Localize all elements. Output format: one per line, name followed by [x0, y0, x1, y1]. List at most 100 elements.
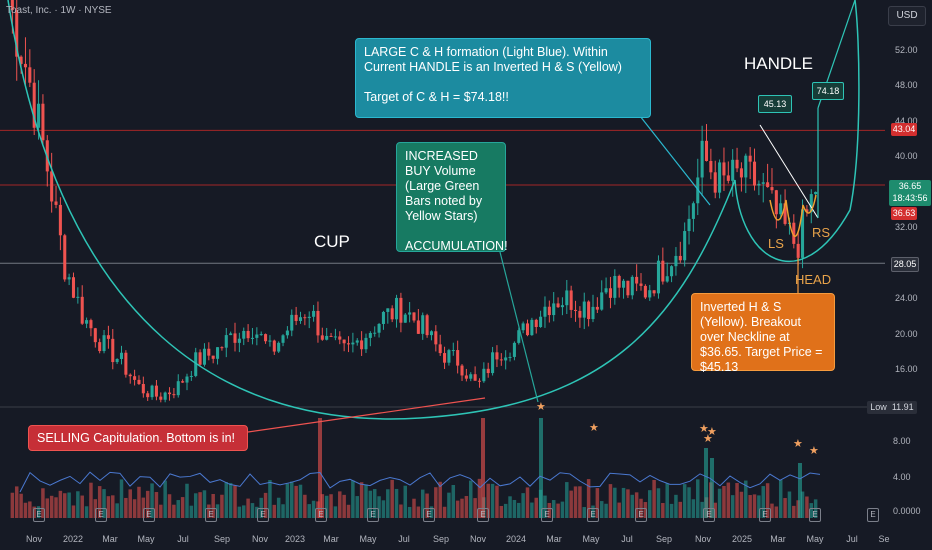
- candle-body: [748, 155, 752, 162]
- candle-body: [543, 306, 547, 317]
- target-ch-box: 74.18: [812, 82, 844, 100]
- candle-body: [491, 352, 495, 374]
- earnings-badge-icon[interactable]: E: [143, 508, 155, 522]
- candle-body: [246, 330, 250, 339]
- yellow-star: ★: [536, 401, 546, 413]
- candle-body: [172, 394, 176, 396]
- candle-body: [565, 290, 569, 306]
- candle-body: [80, 296, 84, 324]
- candle-body: [573, 309, 578, 311]
- volume-bar: [630, 494, 635, 518]
- volume-bar: [36, 506, 41, 518]
- volume-bar: [246, 498, 250, 518]
- volume-bar: [499, 505, 504, 518]
- candle-body: [473, 374, 477, 381]
- volume-bar: [19, 493, 23, 518]
- earnings-badge-icon[interactable]: E: [315, 508, 327, 522]
- earnings-badge-icon[interactable]: E: [809, 508, 821, 522]
- earnings-badge-icon[interactable]: E: [33, 508, 45, 522]
- volume-bar: [508, 496, 512, 518]
- candle-body: [722, 162, 726, 176]
- volume-bar: [765, 483, 770, 518]
- earnings-badge-icon[interactable]: E: [477, 508, 489, 522]
- volume-bar: [89, 482, 93, 518]
- volume-bar: [193, 493, 198, 518]
- volume-bar: [316, 501, 320, 518]
- volume-bar: [338, 491, 342, 518]
- candle-body: [76, 296, 80, 298]
- volume-bar: [377, 496, 381, 518]
- candle-body: [779, 203, 783, 215]
- candle-body: [159, 396, 163, 400]
- volume-bar: [233, 485, 237, 518]
- earnings-badge-icon[interactable]: E: [367, 508, 379, 522]
- time-tick: Nov: [469, 534, 487, 544]
- price-tick: 40.00: [895, 151, 918, 162]
- earnings-badge-icon[interactable]: E: [867, 508, 879, 522]
- price-tick: 16.00: [895, 364, 918, 374]
- earnings-badge-icon[interactable]: E: [205, 508, 217, 522]
- candle-body: [674, 255, 678, 267]
- volume-bar: [573, 486, 578, 518]
- candle-body: [364, 337, 368, 350]
- candle-body: [805, 209, 809, 213]
- volume-bar: [713, 502, 717, 518]
- volume-bar: [176, 500, 181, 518]
- candle-body: [298, 317, 303, 321]
- candle-body: [687, 218, 691, 232]
- volume-bar: [84, 506, 89, 518]
- candle-body: [63, 235, 67, 280]
- volume-bar: [180, 497, 185, 518]
- earnings-badge-icon[interactable]: E: [423, 508, 435, 522]
- volume-bar: [678, 501, 683, 518]
- volume-bar: [730, 495, 735, 518]
- currency-button[interactable]: USD: [888, 6, 926, 26]
- candle-body: [390, 308, 394, 320]
- earnings-badge-icon[interactable]: E: [257, 508, 269, 522]
- volume-tick: 4.00: [893, 472, 911, 482]
- earnings-badge-icon[interactable]: E: [541, 508, 553, 522]
- selling-pointer: [247, 397, 486, 433]
- candle-body: [412, 312, 416, 321]
- candle-body: [15, 10, 19, 57]
- volume-bar: [215, 504, 220, 518]
- volume-bar: [490, 483, 495, 518]
- candle-body: [303, 317, 307, 319]
- volume-ma-line: [19, 471, 821, 493]
- current-price: 36.65: [898, 181, 922, 191]
- inverse-hs-path: [769, 194, 817, 237]
- candle-body: [622, 280, 626, 288]
- time-tick: 2024: [505, 534, 527, 544]
- candle-body: [456, 350, 460, 366]
- candle-body: [434, 331, 438, 345]
- volume-bar: [49, 495, 54, 518]
- handle-label: HANDLE: [744, 54, 813, 73]
- volume-bar: [547, 502, 552, 518]
- earnings-badge-icon[interactable]: E: [587, 508, 599, 522]
- volume-bar: [111, 495, 115, 518]
- candle-body: [154, 385, 158, 397]
- candle-body: [346, 343, 351, 345]
- candle-body: [320, 335, 324, 340]
- earnings-badge-icon[interactable]: E: [703, 508, 715, 522]
- candle-body: [469, 374, 473, 379]
- candle-body: [207, 348, 211, 356]
- candle-body: [443, 353, 447, 363]
- candle-body: [552, 303, 556, 316]
- earnings-badge-icon[interactable]: E: [95, 508, 107, 522]
- candle-body: [731, 159, 735, 181]
- volume-bar: [185, 483, 189, 518]
- volume-bar: [503, 503, 508, 518]
- candle-body: [233, 333, 237, 343]
- volume-bar: [687, 487, 691, 518]
- candle-body: [242, 330, 246, 339]
- earnings-badge-icon[interactable]: E: [759, 508, 771, 522]
- symbol-header: Toast, Inc. · 1W · NYSE: [6, 5, 112, 16]
- earnings-badge-icon[interactable]: E: [635, 508, 647, 522]
- candle-body: [54, 201, 58, 205]
- candle-body: [128, 374, 132, 377]
- volume-bar: [442, 506, 447, 518]
- candle-body: [582, 301, 586, 318]
